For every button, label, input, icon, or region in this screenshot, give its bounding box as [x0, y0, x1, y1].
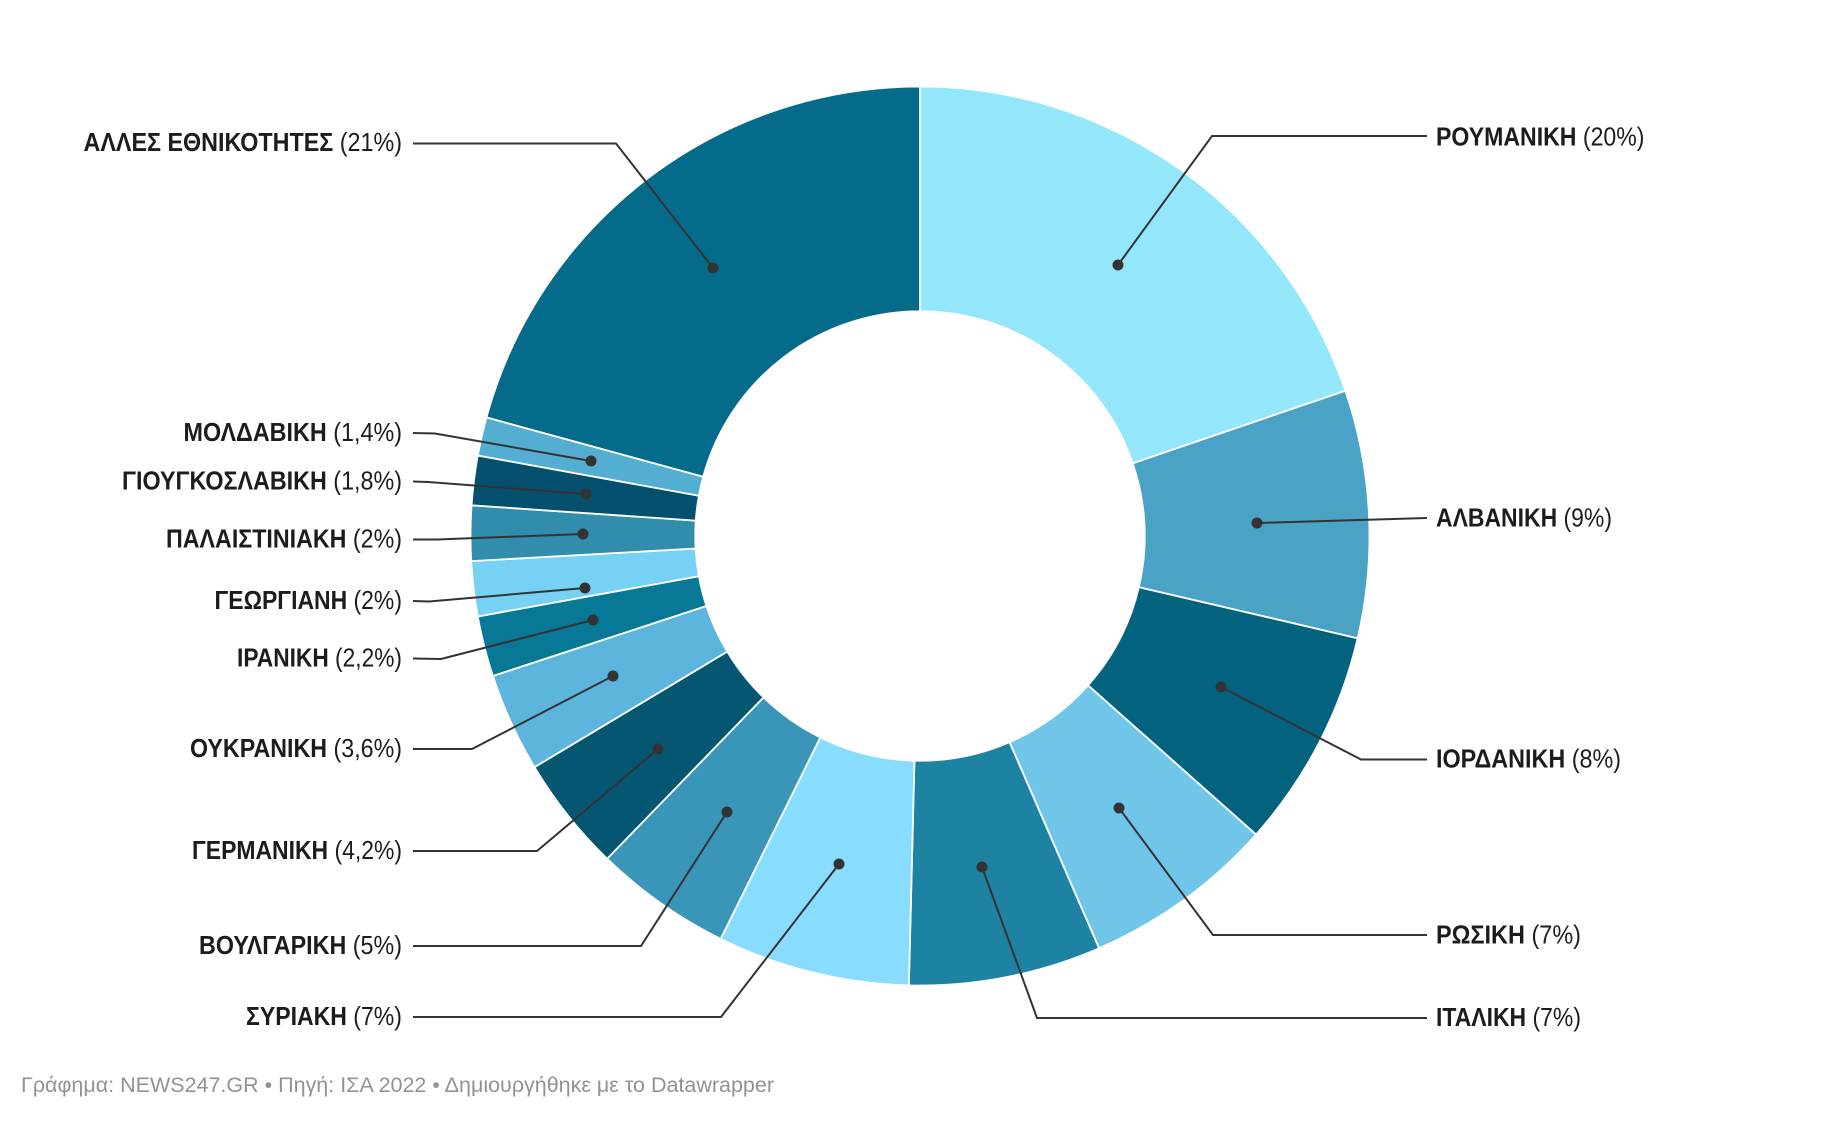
svg-text:ΟΥΚΡΑΝΙΚΗ (3,6%): ΟΥΚΡΑΝΙΚΗ (3,6%) — [190, 735, 402, 763]
svg-text:ΒΟΥΛΓΑΡΙΚΗ (5%): ΒΟΥΛΓΑΡΙΚΗ (5%) — [199, 932, 402, 960]
svg-text:ΙΡΑΝΙΚΗ (2,2%): ΙΡΑΝΙΚΗ (2,2%) — [237, 645, 402, 673]
svg-text:ΓΙΟΥΓΚΟΣΛΑΒΙΚΗ (1,8%): ΓΙΟΥΓΚΟΣΛΑΒΙΚΗ (1,8%) — [122, 468, 402, 496]
svg-text:Γράφημα: NEWS247.GR • Πηγή: ΙΣ: Γράφημα: NEWS247.GR • Πηγή: ΙΣΑ 2022 • Δ… — [21, 1073, 774, 1097]
svg-text:ΓΕΩΡΓΙΑΝΗ (2%): ΓΕΩΡΓΙΑΝΗ (2%) — [215, 587, 403, 615]
svg-text:ΑΛΒΑΝΙΚΗ (9%): ΑΛΒΑΝΙΚΗ (9%) — [1436, 505, 1612, 533]
svg-text:ΓΕΡΜΑΝΙΚΗ (4,2%): ΓΕΡΜΑΝΙΚΗ (4,2%) — [192, 837, 402, 865]
svg-text:ΜΟΛΔΑΒΙΚΗ (1,4%): ΜΟΛΔΑΒΙΚΗ (1,4%) — [184, 419, 403, 447]
svg-text:ΡΩΣΙΚΗ (7%): ΡΩΣΙΚΗ (7%) — [1436, 922, 1581, 950]
svg-text:ΙΟΡΔΑΝΙΚΗ (8%): ΙΟΡΔΑΝΙΚΗ (8%) — [1436, 746, 1621, 774]
svg-text:ΠΑΛΑΙΣΤΙΝΙΑΚΗ (2%): ΠΑΛΑΙΣΤΙΝΙΑΚΗ (2%) — [166, 526, 402, 554]
svg-text:ΡΟΥΜΑΝΙΚΗ (20%): ΡΟΥΜΑΝΙΚΗ (20%) — [1436, 124, 1645, 152]
svg-text:ΑΛΛΕΣ ΕΘΝΙΚΟΤΗΤΕΣ (21%): ΑΛΛΕΣ ΕΘΝΙΚΟΤΗΤΕΣ (21%) — [84, 129, 403, 157]
svg-text:ΣΥΡΙΑΚΗ (7%): ΣΥΡΙΑΚΗ (7%) — [246, 1003, 402, 1031]
svg-text:ΙΤΑΛΙΚΗ (7%): ΙΤΑΛΙΚΗ (7%) — [1436, 1004, 1581, 1032]
